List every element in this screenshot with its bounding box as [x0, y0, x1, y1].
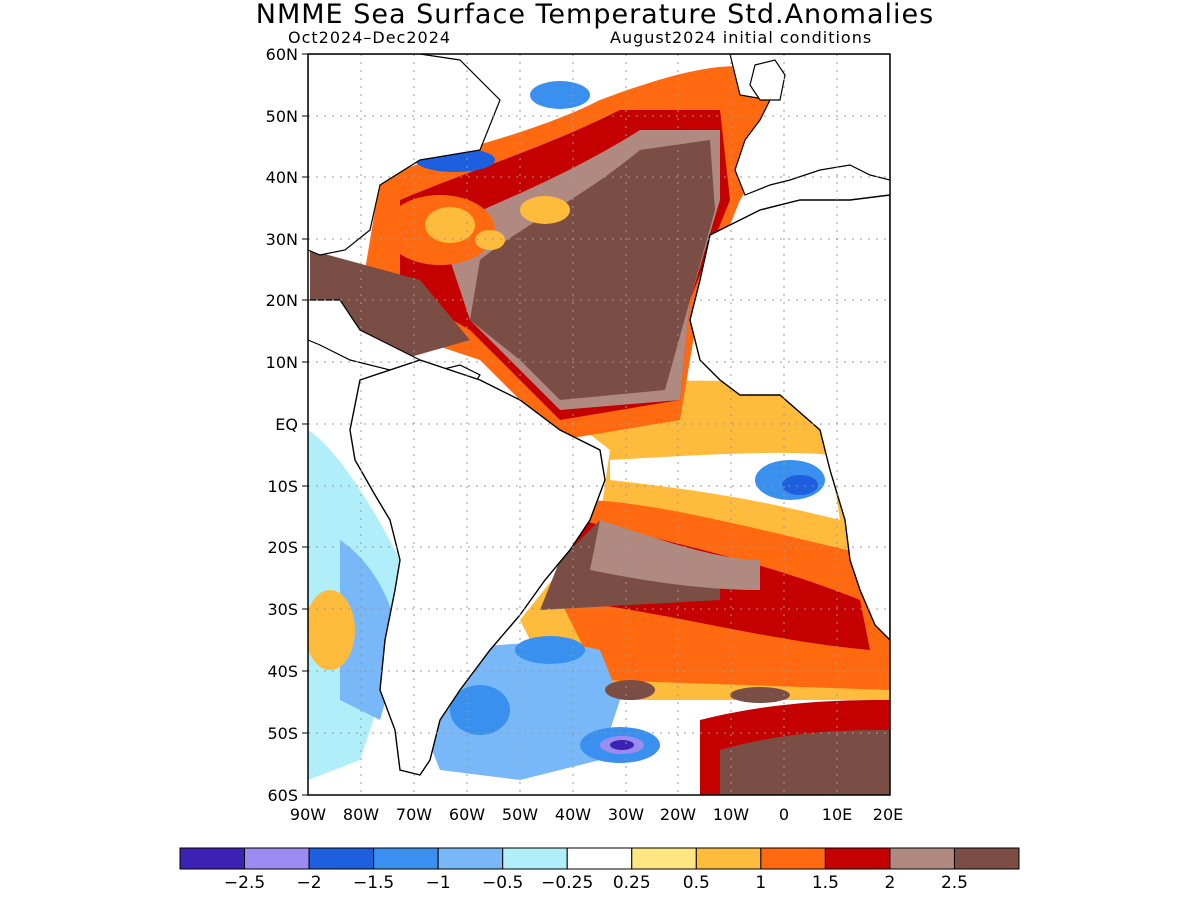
- colorbar-swatch: [760, 847, 826, 870]
- lon-label: 20E: [873, 805, 903, 824]
- colorbar-label: 0.25: [613, 873, 651, 893]
- lon-label: 10E: [822, 805, 852, 824]
- lat-label: 10N: [266, 353, 298, 372]
- colorbar-swatch: [631, 847, 697, 870]
- colorbar-label: −0.25: [541, 873, 593, 893]
- colorbar-label: −1: [426, 873, 451, 893]
- colorbar-label: 1: [755, 873, 766, 893]
- lon-label: 20W: [660, 805, 696, 824]
- lat-label: 50S: [267, 724, 298, 743]
- colorbar-swatch: [695, 847, 762, 870]
- initial-conditions: August2024 initial conditions: [610, 28, 873, 47]
- lat-label: EQ: [275, 415, 298, 434]
- lon-label: 80W: [343, 805, 379, 824]
- colorbar-label: −2: [297, 873, 322, 893]
- forecast-period: Oct2024–Dec2024: [288, 28, 452, 47]
- lat-label: 60N: [266, 45, 298, 64]
- lat-label: 20S: [267, 538, 298, 557]
- colorbar-swatch: [953, 847, 1020, 870]
- colorbar-swatch: [244, 847, 310, 870]
- lon-label: 30W: [608, 805, 644, 824]
- lat-label: 20N: [266, 291, 298, 310]
- colorbar-swatch: [437, 847, 504, 870]
- colorbar-labels: −2.5 −2 −1.5 −1 −0.5 −0.25 0.25 0.5 1 1.5 2 2.5: [224, 873, 968, 893]
- lon-label: 60W: [449, 805, 485, 824]
- colorbar-label: −0.5: [482, 873, 523, 893]
- colorbar-label: 0.5: [683, 873, 710, 893]
- lat-label: 30S: [267, 600, 298, 619]
- lat-ticks: [302, 53, 308, 796]
- map-title: NMME Sea Surface Temperature Std.Anomali…: [255, 0, 935, 30]
- colorbar-swatch: [889, 847, 955, 870]
- lat-label: 30N: [266, 230, 298, 249]
- lat-label: 40S: [267, 662, 298, 681]
- colorbar-swatch: [179, 847, 246, 870]
- lon-label: 90W: [290, 805, 326, 824]
- colorbar-label: 2.5: [941, 873, 968, 893]
- colorbar-swatch: [308, 847, 375, 870]
- lat-label: 50N: [266, 107, 298, 126]
- lon-label: 40W: [555, 805, 591, 824]
- colorbar-swatch: [373, 847, 439, 870]
- colorbar-label: −2.5: [224, 873, 265, 893]
- map-gridlines: [308, 54, 890, 795]
- colorbar-label: 2: [885, 873, 896, 893]
- anomaly-field: [308, 54, 890, 795]
- lat-label: 60S: [267, 786, 298, 805]
- lon-label: 0: [779, 805, 789, 824]
- colorbar-swatch: [566, 847, 633, 870]
- lon-label: 10W: [713, 805, 749, 824]
- lon-label: 50W: [502, 805, 538, 824]
- colorbar-label: −1.5: [353, 873, 394, 893]
- colorbar-swatch: [502, 847, 568, 870]
- lat-label: 40N: [266, 168, 298, 187]
- lat-label: 10S: [267, 477, 298, 496]
- colorbar-swatch: [824, 847, 891, 870]
- colorbar-label: 1.5: [812, 873, 839, 893]
- colorbar: [179, 847, 1020, 870]
- lon-label: 70W: [396, 805, 432, 824]
